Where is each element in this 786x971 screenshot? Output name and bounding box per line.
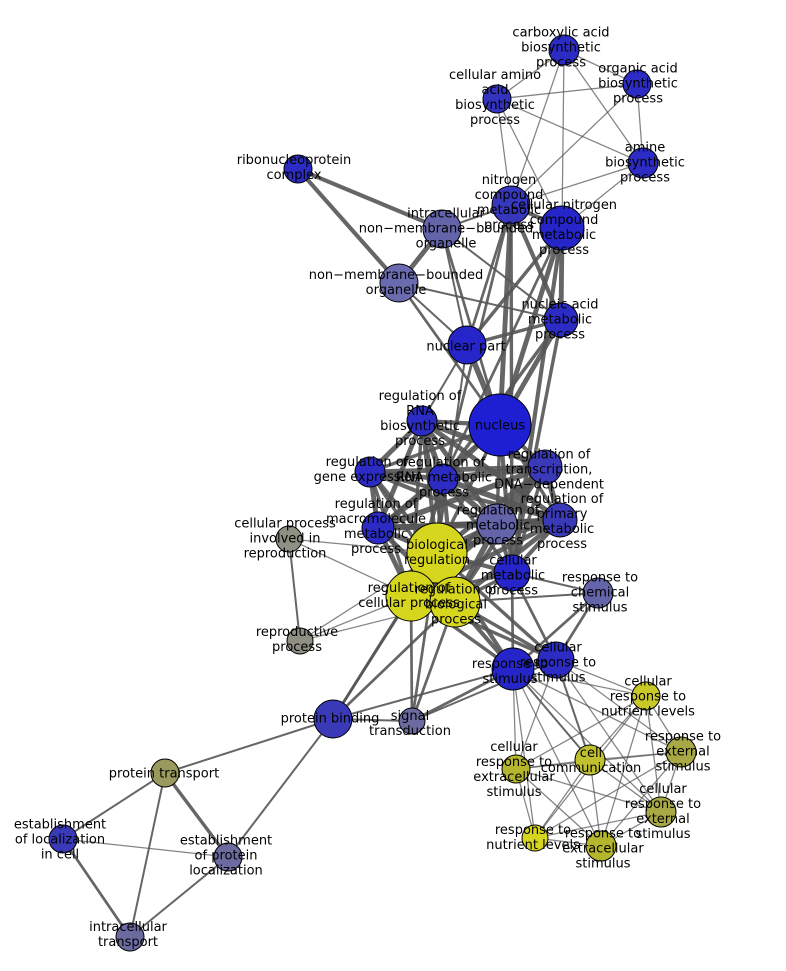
graph-node-response_to_external_stimulus[interactable]: [665, 736, 697, 768]
edge-layer: [61, 49, 682, 939]
graph-node-regulation_of_gene_expression[interactable]: [354, 456, 386, 488]
graph-node-regulation_of_rna_metabolic_process[interactable]: [427, 463, 459, 495]
graph-edge: [496, 83, 638, 100]
graph-node-nitrogen_compound_metabolic_process[interactable]: [491, 185, 531, 225]
graph-edge: [295, 166, 402, 286]
graph-node-cellular_response_to_external_stimulus[interactable]: [645, 796, 677, 828]
graph-edge: [497, 202, 514, 428]
graph-edge: [227, 718, 334, 858]
graph-edge: [129, 772, 166, 938]
graph-node-response_to_stimulus[interactable]: [491, 647, 535, 691]
graph-edge: [600, 695, 647, 847]
graph-edge: [600, 751, 682, 847]
graph-edge: [510, 49, 565, 206]
graph-node-nucleic_acid_metabolic_process[interactable]: [543, 302, 579, 338]
graph-edge: [534, 759, 591, 839]
graph-node-biological_regulation[interactable]: [406, 522, 468, 584]
graph-edge: [512, 668, 647, 697]
graph-edge: [510, 83, 638, 206]
graph-edge: [515, 695, 647, 770]
graph-edge: [534, 811, 662, 839]
graph-node-intracellular_non_membrane_bounded_organelle[interactable]: [422, 209, 462, 249]
graph-node-regulation_of_cellular_process[interactable]: [385, 570, 437, 622]
graph-edge: [515, 659, 557, 770]
graph-edge: [419, 418, 500, 527]
graph-edge: [512, 668, 602, 847]
node-layer: [48, 34, 697, 952]
graph-edge: [534, 751, 682, 839]
graph-edge: [62, 838, 229, 858]
graph-node-establishment_of_protein_localization[interactable]: [213, 842, 243, 872]
graph-node-cellular_amino_acid_biosynthetic_process[interactable]: [482, 84, 512, 114]
graph-node-regulation_of_metabolic_process[interactable]: [476, 503, 518, 545]
graph-edge: [288, 538, 301, 642]
graph-node-protein_binding[interactable]: [313, 699, 353, 739]
graph-edge: [398, 282, 562, 321]
graph-node-regulation_of_biological_process[interactable]: [429, 576, 481, 628]
graph-edge: [496, 98, 644, 164]
graph-edge: [512, 668, 682, 753]
graph-edge: [331, 600, 457, 721]
graph-node-reproductive_process[interactable]: [286, 627, 314, 655]
graph-node-organic_acid_biosynthetic_process[interactable]: [622, 69, 652, 99]
graph-node-signal_transduction[interactable]: [398, 707, 426, 735]
graph-node-nucleus[interactable]: [468, 393, 532, 457]
graph-edge: [555, 659, 662, 813]
graph-edge: [375, 464, 548, 531]
graph-edge: [561, 49, 565, 229]
graph-node-regulation_of_primary_metabolic_process[interactable]: [542, 502, 578, 538]
graph-edge: [367, 469, 500, 527]
graph-edge: [163, 771, 230, 859]
graph-edge: [510, 162, 644, 206]
graph-node-response_to_nutrient_levels[interactable]: [521, 824, 549, 852]
graph-edge: [512, 668, 536, 839]
graph-edge: [441, 228, 562, 321]
graph-node-regulation_of_macromolecule_metabolic_process[interactable]: [361, 511, 395, 545]
graph-edge: [129, 856, 229, 938]
graph-node-nuclear_part[interactable]: [447, 325, 487, 365]
graph-node-ribonucleoprotein_complex[interactable]: [283, 154, 313, 184]
graph-edge: [465, 226, 564, 347]
graph-node-amine_biosynthetic_process[interactable]: [627, 147, 659, 179]
graph-edge: [515, 768, 602, 847]
graph-edge: [332, 668, 514, 720]
graph-node-cell_communication[interactable]: [574, 744, 606, 776]
graph-edge: [465, 203, 513, 347]
graph-edge: [295, 166, 445, 232]
graph-edge: [509, 225, 565, 576]
graph-edge: [515, 768, 662, 813]
graph-node-cellular_metabolic_process[interactable]: [493, 554, 531, 592]
graph-node-establishment_of_localization_in_cell[interactable]: [48, 824, 78, 854]
graph-node-cellular_process_involved_in_reproduction[interactable]: [275, 525, 303, 553]
graph-edge: [512, 668, 662, 813]
graph-node-response_to_chemical_stimulus[interactable]: [582, 577, 614, 609]
graph-node-carboxylic_acid_biosynthetic_process[interactable]: [548, 34, 580, 66]
graph-node-intracellular_transport[interactable]: [115, 922, 145, 952]
graph-node-non_membrane_bounded_organelle[interactable]: [379, 263, 419, 303]
graph-node-cellular_response_to_nutrient_levels[interactable]: [631, 681, 661, 711]
graph-edge: [441, 228, 468, 346]
graph-node-protein_transport[interactable]: [150, 758, 180, 788]
graph-edge: [496, 98, 563, 229]
graph-node-cellular_response_to_extracellular_stimulus[interactable]: [501, 754, 531, 784]
graph-node-cellular_response_to_stimulus[interactable]: [537, 641, 575, 679]
graph-edge: [62, 772, 166, 840]
graph-edge: [563, 49, 644, 164]
graph-node-regulation_of_rna_biosynthetic_process[interactable]: [406, 405, 438, 437]
graph-edge: [164, 718, 334, 774]
graph-node-cellular_nitrogen_compound_metabolic_process[interactable]: [539, 205, 585, 251]
graph-node-response_to_extracellular_stimulus[interactable]: [585, 830, 617, 862]
graph-node-regulation_of_transcription_dna_dependent[interactable]: [527, 449, 563, 485]
graph-edge: [61, 837, 132, 939]
graph-edge: [555, 659, 682, 753]
